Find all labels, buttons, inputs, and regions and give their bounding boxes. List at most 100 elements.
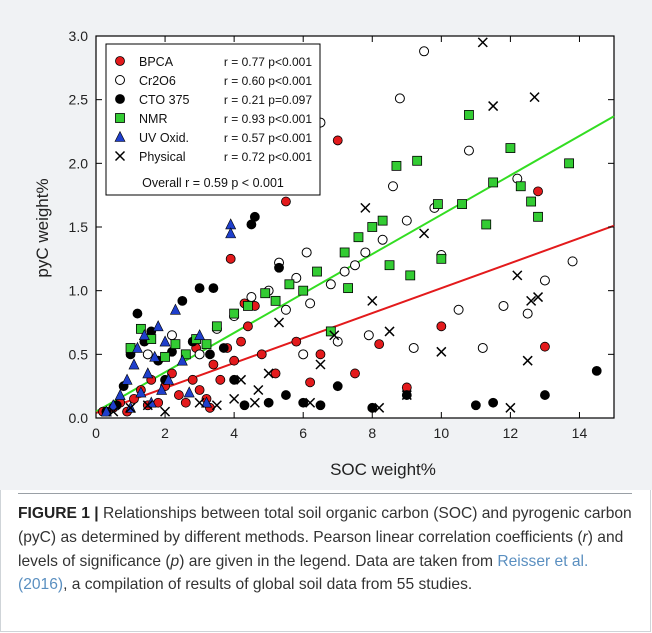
point-uv-oxid [176, 354, 188, 366]
point-physical-stroke [477, 37, 488, 48]
point-nmr [526, 196, 537, 207]
point-cto-375 [246, 219, 257, 230]
point-bpca [540, 341, 550, 352]
point-cto-375 [332, 381, 343, 392]
point-uv-oxid [142, 367, 154, 379]
point-physical [108, 406, 119, 417]
point-uv-oxid [128, 358, 140, 370]
point-physical-stroke [436, 346, 447, 357]
y-tick-label: 2.0 [69, 155, 89, 171]
point-physical [526, 295, 537, 306]
point-physical-stroke [374, 402, 385, 413]
figure-label: FIGURE 1 | [18, 505, 99, 522]
point-nmr [243, 301, 253, 311]
legend-label-cr2o6: Cr2O6 [139, 74, 176, 88]
legend-marker-cr2o6 [115, 75, 125, 85]
caption-text-2: ) and levels of significance ( [18, 528, 624, 570]
point-cr2o6 [539, 275, 550, 286]
point-cto-375 [315, 400, 326, 411]
point-nmr [270, 295, 281, 306]
point-physical [505, 402, 516, 413]
point-physical-stroke [401, 390, 412, 401]
point-nmr [505, 143, 516, 153]
x-axis-label: SOC weight% [330, 460, 436, 479]
point-cr2o6 [194, 349, 205, 360]
point-nmr [436, 253, 447, 264]
legend-marker-nmr [115, 113, 125, 123]
point-nmr [367, 222, 378, 232]
point-cto-375 [281, 390, 291, 400]
point-cr2o6 [453, 304, 464, 315]
point-nmr [180, 349, 191, 360]
point-cto-375 [591, 365, 602, 376]
point-physical [229, 393, 240, 404]
x-tick-label: 2 [161, 425, 169, 441]
y-tick-label: 0.0 [69, 410, 89, 426]
point-physical [374, 402, 385, 413]
point-bpca [243, 321, 253, 332]
point-physical [401, 390, 412, 401]
point-uv-oxid [121, 373, 133, 385]
point-physical-stroke [360, 202, 371, 213]
legend-label-physical: Physical [139, 150, 186, 164]
point-nmr [432, 199, 443, 209]
point-physical-stroke [229, 393, 240, 404]
y-tick-label: 3.0 [69, 28, 89, 44]
point-nmr [391, 160, 402, 171]
point-bpca [167, 368, 177, 379]
legend-stat-nmr: r = 0.93 p<0.001 [224, 112, 312, 126]
legend-stat-cr2o6: r = 0.60 p<0.001 [224, 74, 312, 88]
point-cr2o6 [332, 336, 343, 347]
point-physical-stroke [488, 101, 499, 112]
caption-p-symbol: p [170, 552, 180, 570]
point-cto-375 [239, 400, 250, 411]
point-bpca [194, 385, 205, 395]
legend-label-nmr: NMR [139, 112, 167, 126]
point-uv-oxid [163, 373, 175, 385]
caption-text-3: ) are given in the legend. Data are take… [179, 552, 498, 570]
point-physical [419, 228, 430, 239]
point-uv-oxid [225, 227, 237, 239]
point-cr2o6 [419, 46, 430, 57]
citation-link[interactable]: Reisser et al. (2016) [18, 552, 589, 594]
point-physical [263, 368, 274, 379]
point-uv-oxid [138, 329, 150, 341]
point-physical [532, 292, 544, 303]
caption-text-1: Relationships between total soil organic… [18, 505, 632, 546]
point-physical [522, 355, 533, 366]
legend-stat-bpca: r = 0.77 p<0.001 [224, 55, 312, 69]
point-cr2o6 [280, 304, 291, 315]
point-nmr [298, 285, 309, 296]
point-physical-stroke [512, 270, 523, 281]
point-cto-375 [177, 295, 188, 306]
point-bpca [215, 374, 226, 385]
point-bpca [173, 390, 184, 400]
point-nmr [481, 219, 492, 230]
point-physical-stroke [367, 295, 378, 306]
point-cr2o6 [142, 349, 153, 360]
point-nmr [515, 181, 526, 192]
point-cr2o6 [477, 342, 488, 353]
caption-text-4: , a compilation of results of global soi… [63, 576, 473, 594]
point-bpca [256, 349, 267, 360]
point-physical [329, 330, 340, 341]
point-bpca [332, 135, 343, 146]
y-tick-label: 2.5 [69, 92, 89, 108]
scatter-chart: 0 2 4 6 8 10 12 14 0.0 0.5 1.0 1.5 2.0 2.5 3.0 BPCA r =… [33, 28, 615, 479]
point-uv-oxid [135, 386, 147, 398]
point-bpca [225, 253, 236, 264]
point-physical-stroke [263, 368, 274, 379]
point-uv-oxid [183, 386, 195, 398]
point-nmr [160, 351, 170, 362]
point-cto-375 [488, 397, 499, 408]
point-physical [360, 202, 371, 213]
x-tick-label: 8 [368, 425, 376, 441]
caption-rule [18, 493, 632, 494]
point-physical-stroke [249, 397, 260, 408]
point-bpca [270, 368, 281, 379]
point-physical-stroke [529, 92, 540, 103]
point-cr2o6 [350, 260, 360, 271]
legend-label-bpca: BPCA [139, 55, 174, 69]
legend-overall-stat: Overall r = 0.59 p < 0.001 [142, 176, 284, 190]
point-bpca [533, 186, 543, 197]
